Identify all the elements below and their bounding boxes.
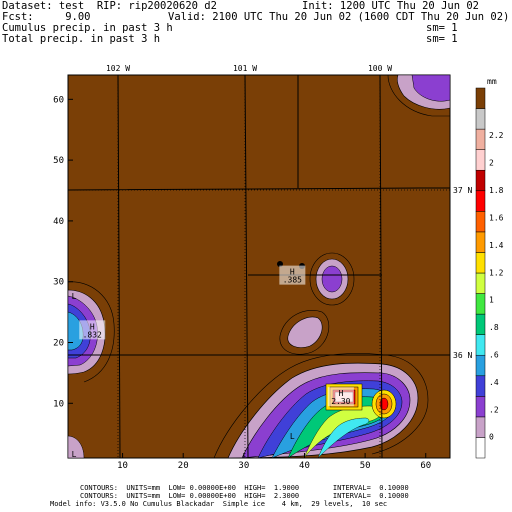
- field1-smoothing: sm= 1: [426, 22, 458, 34]
- colorbar-swatch: [475, 272, 486, 294]
- footer-contours-2: CONTOURS: UNITS=mm LOW= 0.00000E+00 HIGH…: [80, 492, 409, 500]
- extremum-symbol: H: [338, 389, 343, 398]
- colorbar-swatch: [475, 293, 486, 315]
- colorbar-swatch: [475, 87, 486, 109]
- longitude-label: 101 W: [233, 64, 257, 73]
- colorbar-swatch: [475, 313, 486, 335]
- colorbar-tick-label: 2: [489, 159, 494, 168]
- graticule-lines: [68, 75, 450, 458]
- colorbar-swatch: [475, 334, 486, 356]
- extremum-value: .832: [83, 330, 102, 339]
- footer-model-info: Model info: V3.5.0 No Cumulus Blackadar …: [50, 500, 388, 508]
- latitude-label: 37 N: [453, 186, 472, 195]
- y-tick-label: 30: [53, 278, 64, 288]
- colorbar-tick-label: 1.4: [489, 241, 504, 250]
- colorbar-swatch: [475, 416, 486, 438]
- x-tick-label: 10: [117, 461, 128, 471]
- colorbar-swatch: [475, 252, 486, 274]
- contour-lines: [68, 75, 450, 458]
- map-axes: 10 20 30 40 50 60 10 20 30 40 50 60 102 W 101 W 100 W 3…: [53, 64, 472, 471]
- colorbar-tick-label: .4: [489, 378, 499, 387]
- extremum-symbol: H: [290, 268, 295, 277]
- extremum-value: .385: [283, 276, 302, 285]
- field1-label: Cumulus precip. in past 3 h: [2, 22, 173, 34]
- colorbar-swatch: [475, 354, 486, 377]
- extremum-box: [279, 265, 306, 285]
- colorbar-swatch: [475, 396, 486, 418]
- dataset-line: Dataset: test RIP: rip20020620 d2: [2, 0, 217, 12]
- colorbar-tick-label: 2.2: [489, 131, 504, 140]
- field2-smoothing: sm= 1: [426, 33, 458, 45]
- city-dot: [277, 261, 283, 267]
- precip-area-central: [287, 316, 323, 348]
- colorbar-tick-label: 1.2: [489, 268, 504, 277]
- y-tick-label: 10: [53, 399, 64, 409]
- latitude-label: 36 N: [453, 351, 472, 360]
- colorbar-tick-label: 1: [489, 296, 494, 305]
- colorbar-swatch: [475, 231, 486, 253]
- extremum-symbol: L: [290, 432, 295, 441]
- footer-contours-1: CONTOURS: UNITS=mm LOW= 0.00000E+00 HIGH…: [80, 484, 409, 492]
- extremum-value: 2.30: [331, 397, 350, 406]
- colorbar-swatch: [475, 108, 486, 130]
- colorbar-tick-label: .2: [489, 405, 499, 414]
- colorbar-swatch: [475, 128, 486, 150]
- extremum-box: [79, 320, 106, 340]
- colorbar-tick-label: 1.8: [489, 186, 504, 195]
- colorbar-tick-label: .8: [489, 323, 499, 332]
- y-tick-label: 60: [53, 95, 64, 105]
- colorbar-swatch: [475, 190, 486, 212]
- colorbar-swatch: [475, 169, 486, 192]
- colorbar-swatch: [475, 375, 486, 397]
- x-tick-label: 60: [420, 461, 431, 471]
- precip-area-southwest: [68, 435, 85, 458]
- y-tick-label: 50: [53, 156, 64, 166]
- y-tick-label: 40: [53, 217, 64, 227]
- extremum-symbol: H: [90, 322, 95, 331]
- colorbar-tick-label: 0: [489, 433, 494, 442]
- colorbar-swatch: [475, 437, 486, 459]
- colorbar-swatch: [475, 211, 486, 233]
- extremum-symbol: L: [72, 450, 77, 459]
- init-line: Init: 1200 UTC Thu 20 Jun 02: [302, 0, 480, 12]
- field2-label: Total precip. in past 3 h: [2, 33, 161, 45]
- x-tick-label: 50: [360, 461, 371, 471]
- extremum-symbol: L: [72, 292, 77, 301]
- x-tick-label: 40: [299, 461, 310, 471]
- y-tick-label: 20: [53, 338, 64, 348]
- colorbar-tick-label: 1.6: [489, 213, 504, 222]
- valid-line: Valid: 2100 UTC Thu 20 Jun 02 (1600 CDT …: [168, 11, 510, 23]
- x-tick-label: 30: [238, 461, 249, 471]
- colorbar-swatch: [475, 149, 486, 171]
- colorbar-unit: mm: [487, 77, 497, 86]
- precip-area-south-core: [317, 417, 370, 458]
- longitude-label: 102 W: [106, 64, 130, 73]
- colorbar-tick-label: .6: [489, 351, 499, 360]
- colorbar: mm 0 .2 .4 .6 .8 1 1.2 1.4 1.6 1.8 2 2.2: [475, 77, 504, 459]
- extremum-box: [327, 387, 354, 407]
- fcst-line: Fcst: 9.00: [2, 11, 91, 23]
- longitude-label: 100 W: [368, 64, 392, 73]
- x-tick-label: 20: [178, 461, 189, 471]
